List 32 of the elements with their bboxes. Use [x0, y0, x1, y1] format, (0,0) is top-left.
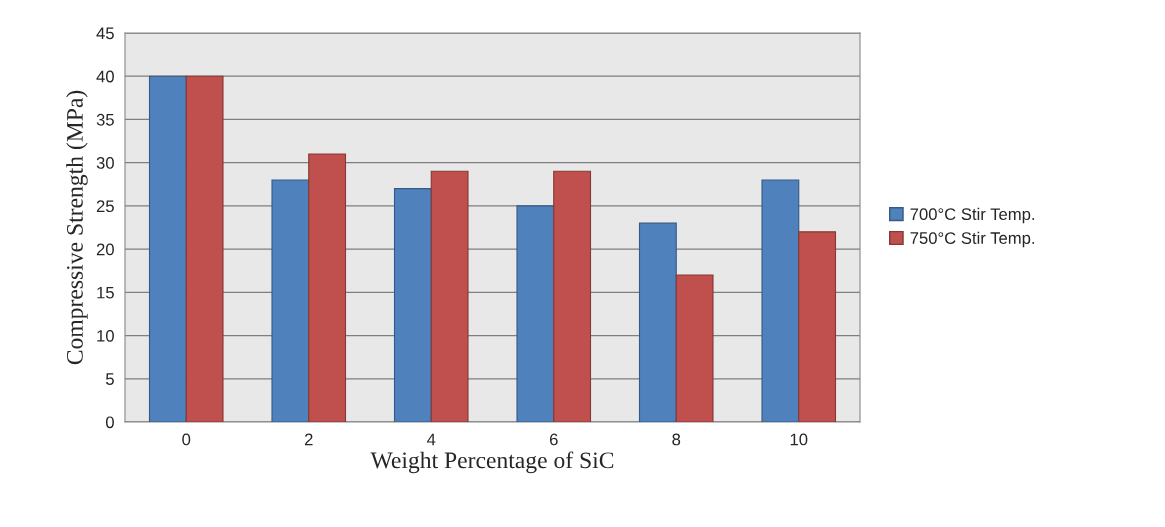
y-axis-title: Compressive Strength (MPa) — [66, 90, 88, 365]
y-tick-label: 35 — [96, 113, 114, 126]
bar — [553, 170, 592, 422]
y-tick-label: 15 — [97, 286, 114, 299]
x-tick-label: 6 — [549, 433, 558, 446]
x-tick-label: 0 — [182, 433, 191, 446]
y-tick-label: 45 — [96, 27, 114, 40]
bar — [393, 188, 432, 422]
bar — [308, 153, 347, 422]
y-tick-label: 0 — [105, 416, 114, 429]
y-tick-label: 20 — [96, 243, 114, 256]
x-tick-label: 10 — [790, 433, 808, 446]
y-tick-label: 10 — [97, 329, 114, 342]
y-tick-label: 25 — [96, 200, 114, 213]
bar — [638, 222, 677, 422]
x-tick-label: 8 — [672, 433, 681, 446]
legend-label: 750°C Stir Temp. — [910, 231, 1035, 248]
bar — [430, 170, 469, 422]
bar — [516, 205, 555, 422]
bar — [185, 75, 224, 422]
bar — [271, 179, 310, 422]
bar — [798, 231, 837, 422]
bar — [148, 75, 187, 422]
bar — [761, 179, 800, 422]
legend-label: 700°C Stir Temp. — [910, 207, 1035, 224]
x-tick-label: 2 — [304, 433, 313, 446]
y-tick-label: 5 — [105, 373, 114, 385]
x-tick-label: 4 — [427, 433, 436, 446]
bar — [675, 274, 714, 422]
y-tick-label: 40 — [96, 70, 114, 83]
y-tick-label: 30 — [96, 157, 114, 169]
x-axis-title: Weight Percentage of SiC — [370, 451, 614, 474]
